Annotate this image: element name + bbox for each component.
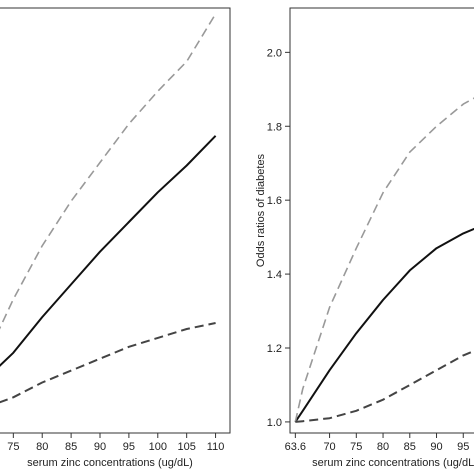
x-tick-label: 63.6 [285, 441, 306, 453]
series-line-solid [0, 135, 217, 367]
right-x-axis: 63.6 70 75 80 85 90 95 [285, 433, 469, 453]
series-line-dashed-upper [294, 97, 474, 423]
x-tick-label: 100 [149, 441, 167, 453]
x-tick-label: 85 [65, 441, 77, 453]
x-tick-label: 95 [457, 441, 469, 453]
series-line-dashed-lower [295, 349, 474, 423]
series-line-dashed-lower [0, 322, 216, 404]
y-tick-label: 1.6 [267, 195, 282, 207]
x-tick-label: 110 [207, 441, 225, 453]
x-tick-label: 80 [377, 441, 389, 453]
right-panel: 63.6 70 75 80 85 90 95 1.0 1.2 1.4 1.6 1.8 2.0 seru… [255, 7, 474, 469]
y-tick-label: 1.4 [267, 269, 282, 281]
x-tick-label: 90 [94, 441, 106, 453]
left-plot-frame [0, 7, 231, 434]
y-tick-label: 1.0 [267, 417, 282, 429]
right-series-layer [294, 97, 474, 423]
left-panel: 707580859095100105110 serum zinc concent… [0, 7, 231, 469]
right-plot-frame [289, 7, 474, 434]
x-tick-label: 80 [36, 441, 48, 453]
x-tick-label: 90 [430, 441, 442, 453]
series-line-solid [294, 227, 474, 423]
y-tick-label: 2.0 [267, 47, 282, 59]
series-line-dashed-upper [0, 13, 217, 330]
right-y-axis: 1.0 1.2 1.4 1.6 1.8 2.0 [267, 47, 290, 429]
x-tick-label: 105 [177, 441, 195, 453]
plot-border [0, 7, 231, 434]
right-y-axis-title: Odds ratios of diabetes [255, 153, 267, 267]
right-x-axis-title: serum zinc concentrations (ug/dL) [312, 457, 474, 469]
x-tick-label: 75 [350, 441, 362, 453]
x-tick-label: 70 [323, 441, 335, 453]
y-tick-label: 1.8 [267, 121, 282, 133]
x-tick-label: 95 [123, 441, 135, 453]
left-x-axis-title: serum zinc concentrations (ug/dL) [27, 457, 193, 469]
plot-border [289, 7, 474, 434]
left-x-axis: 707580859095100105110 [7, 433, 225, 453]
x-tick-label: 85 [404, 441, 416, 453]
left-series-layer [0, 13, 217, 404]
x-tick-label: 75 [7, 441, 19, 453]
y-tick-label: 1.2 [267, 343, 282, 355]
